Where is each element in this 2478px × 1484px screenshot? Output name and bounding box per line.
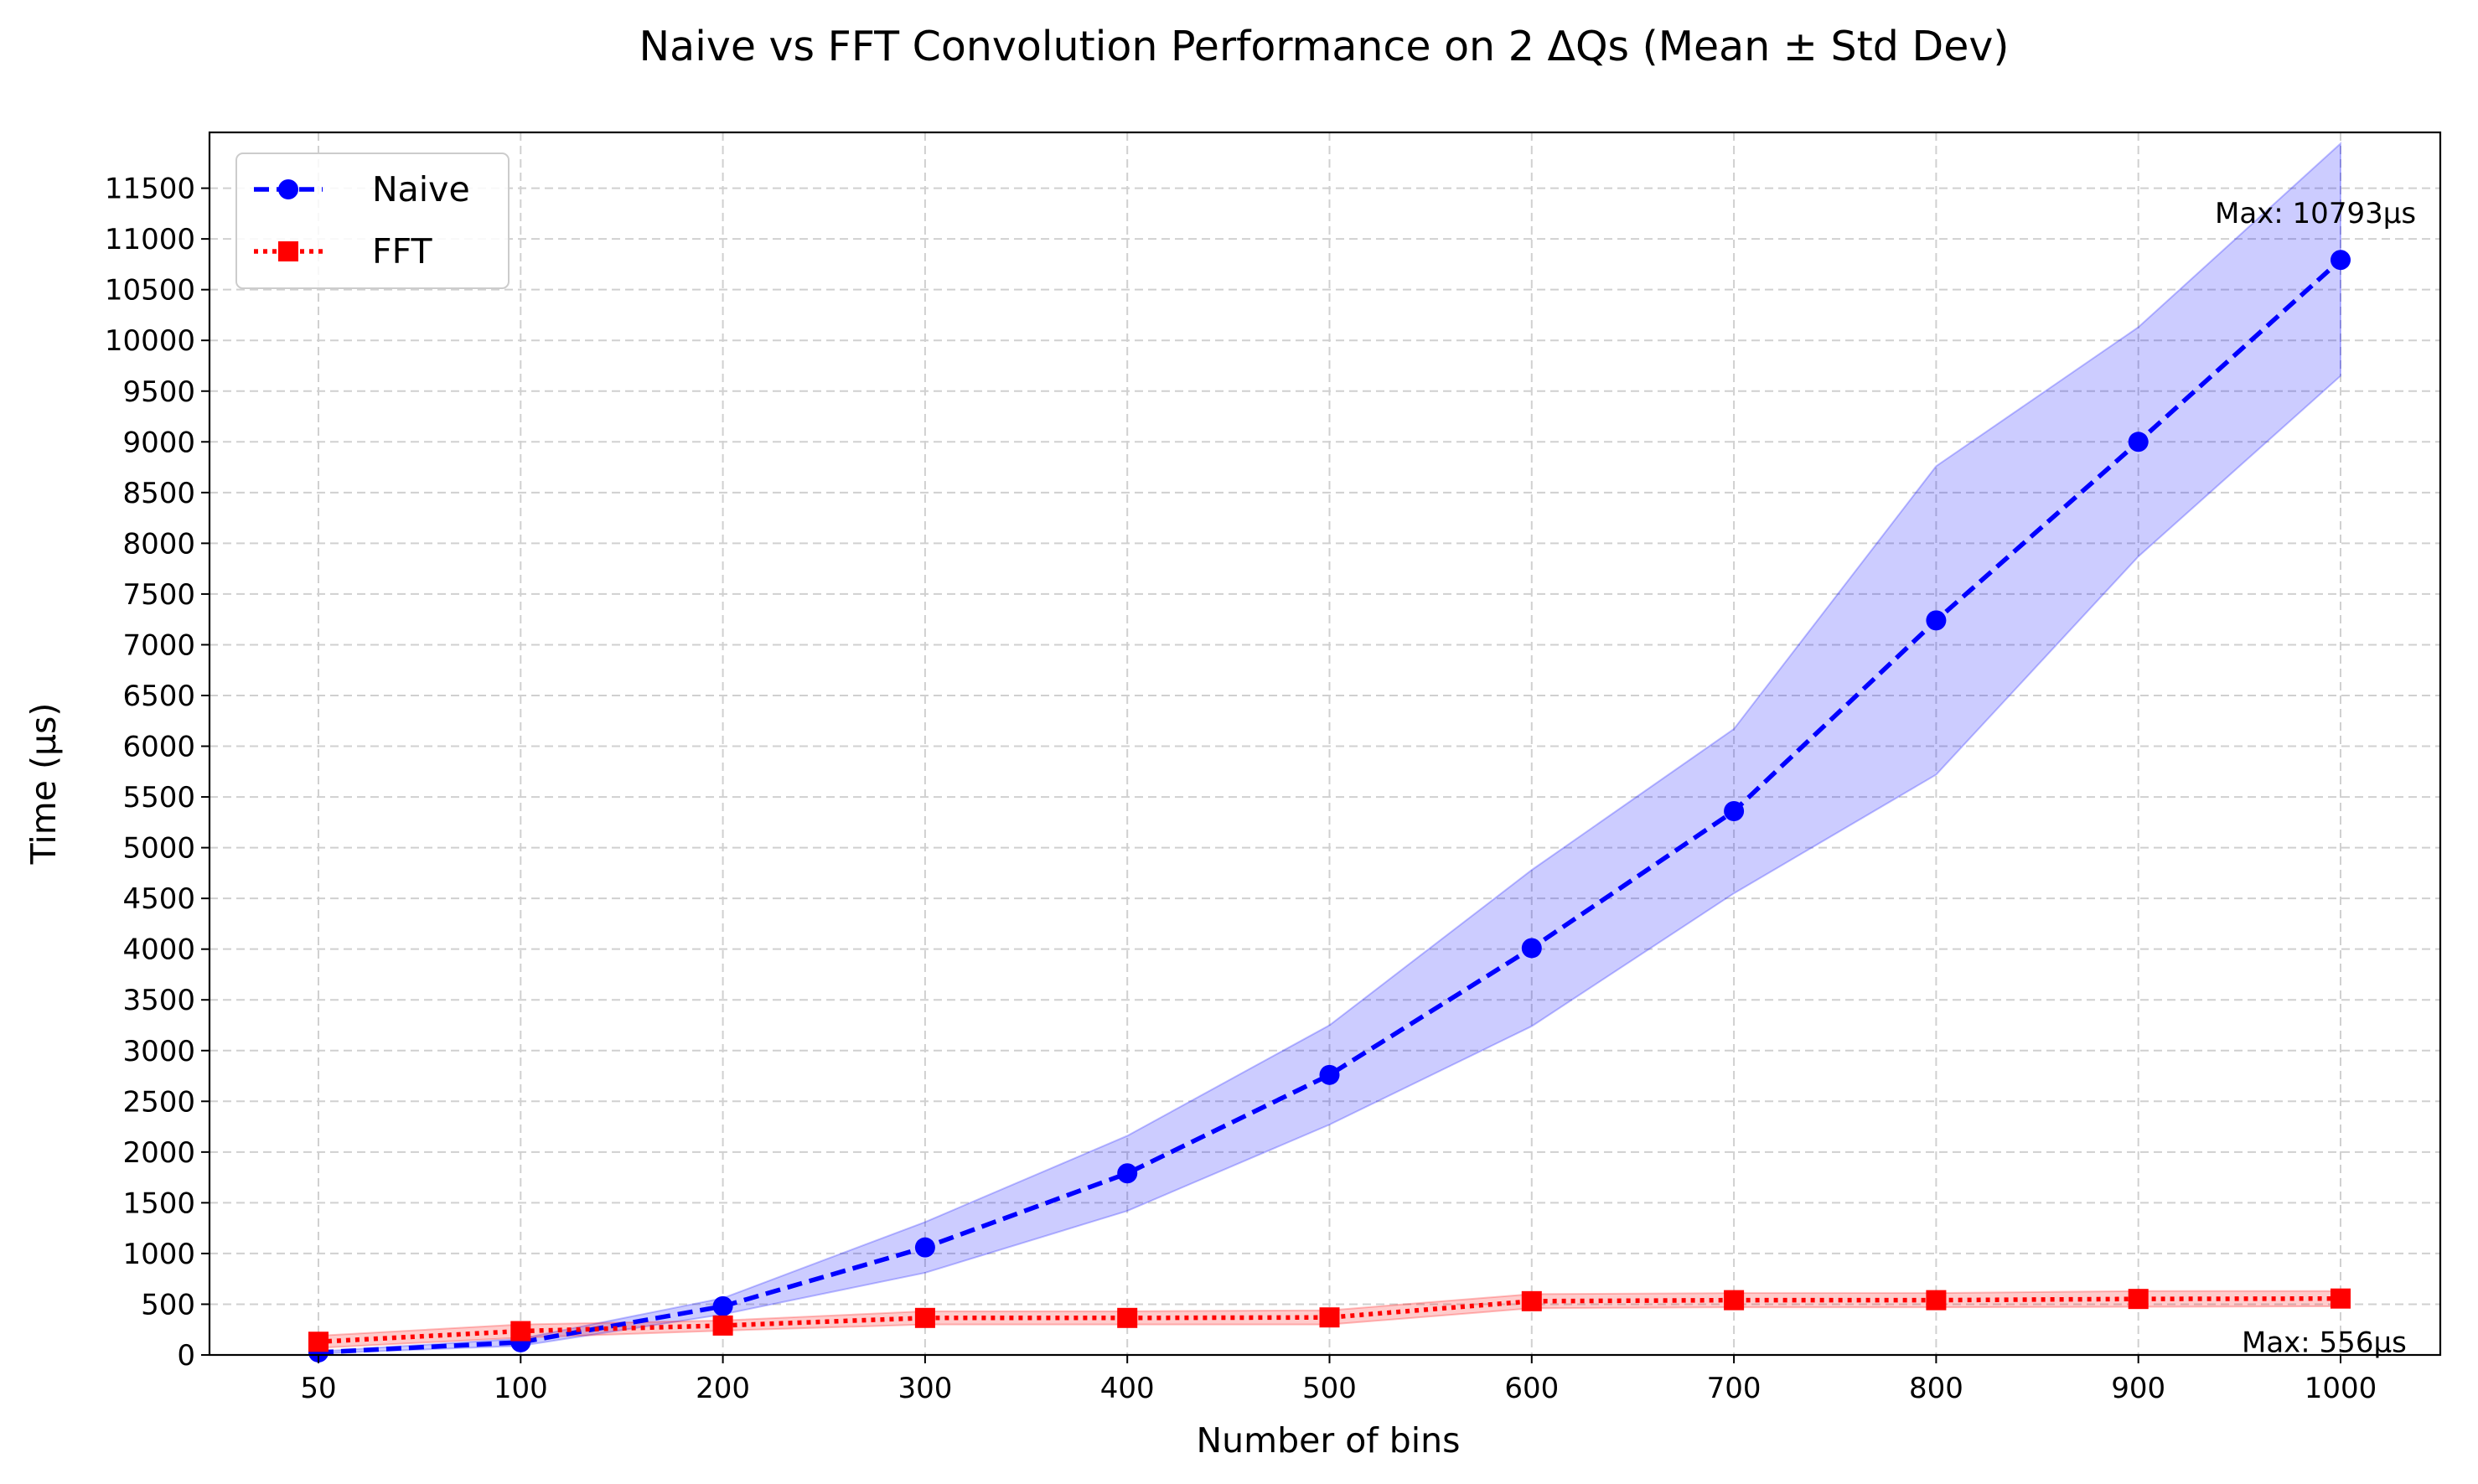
x-tick-label: 500: [1302, 1372, 1357, 1405]
series-markers: [308, 250, 2351, 1362]
y-tick-label: 6000: [122, 731, 195, 764]
y-tick-label: 10500: [105, 274, 195, 308]
x-tick-label: 1000: [2305, 1372, 2377, 1405]
legend-marker-naive: [278, 179, 298, 199]
fft-point: [712, 1315, 733, 1336]
naive-line: [318, 258, 2342, 1355]
x-tick-label: 800: [1909, 1372, 1963, 1405]
y-tick-label: 5000: [122, 832, 195, 866]
legend: Naive FFT: [235, 153, 510, 289]
fft-point: [1319, 1307, 1340, 1328]
fft-point: [1117, 1307, 1138, 1328]
y-tick-label: 7000: [122, 628, 195, 662]
naive-std-band: [318, 142, 2341, 1355]
y-tick-label: 500: [141, 1288, 195, 1321]
fft-max-annotation: Max: 556μs: [2242, 1326, 2407, 1360]
x-tick-label: 50: [300, 1372, 336, 1405]
naive-point: [2331, 250, 2351, 271]
fft-point: [1724, 1290, 1745, 1311]
y-tick-label: 1500: [122, 1187, 195, 1220]
gridlines: [210, 132, 2440, 1356]
y-tick-label: 9500: [122, 375, 195, 409]
fft-point: [2331, 1288, 2351, 1309]
y-tick-label: 4000: [122, 933, 195, 967]
y-tick-label: 0: [177, 1339, 195, 1373]
legend-label-fft: FFT: [372, 231, 432, 271]
x-axis-ticks: 50 100 200 300 400 500 600 700 800 900 1000: [300, 1355, 2377, 1405]
x-tick-label: 600: [1504, 1372, 1559, 1405]
naive-point: [1926, 610, 1947, 631]
annotations: Max: 10793μs Max: 556μs: [2215, 197, 2416, 1359]
y-tick-label: 2000: [122, 1136, 195, 1170]
naive-point: [1117, 1163, 1138, 1184]
y-tick-label: 5500: [122, 781, 195, 814]
y-tick-label: 3000: [122, 1035, 195, 1068]
series-lines: [318, 258, 2342, 1355]
y-tick-label: 8000: [122, 527, 195, 561]
legend-label-naive: Naive: [372, 169, 470, 209]
y-tick-label: 3500: [122, 984, 195, 1017]
naive-point: [2128, 432, 2149, 452]
naive-point: [1724, 801, 1745, 822]
fft-point: [1926, 1290, 1947, 1311]
fft-point: [1521, 1290, 1542, 1311]
naive-point: [1319, 1064, 1340, 1085]
legend-marker-fft: [278, 241, 298, 261]
plot-frame: [208, 131, 2442, 1357]
fft-point: [2128, 1289, 2149, 1310]
x-tick-label: 900: [2111, 1372, 2165, 1405]
fft-point: [510, 1321, 531, 1342]
chart-title: Naive vs FFT Convolution Performance on …: [639, 23, 2010, 70]
fft-point: [914, 1307, 935, 1328]
y-tick-label: 2500: [122, 1085, 195, 1119]
x-axis-label: Number of bins: [1196, 1420, 1460, 1461]
y-tick-label: 11000: [105, 223, 195, 256]
y-tick-label: 6500: [122, 680, 195, 713]
naive-point: [712, 1295, 733, 1316]
x-tick-label: 400: [1100, 1372, 1155, 1405]
y-tick-label: 11500: [105, 173, 195, 206]
x-tick-label: 100: [494, 1372, 548, 1405]
y-tick-label: 4500: [122, 882, 195, 916]
naive-point: [1521, 938, 1542, 959]
x-tick-label: 200: [696, 1372, 750, 1405]
y-axis-label: Time (μs): [23, 703, 64, 866]
y-tick-label: 8500: [122, 477, 195, 510]
y-axis-ticks: 0 500 1000 1500 2000 2500 3000 3500 4000 4500 5000…: [105, 173, 210, 1373]
fft-point: [308, 1331, 329, 1352]
y-tick-label: 9000: [122, 426, 195, 459]
x-tick-label: 700: [1707, 1372, 1762, 1405]
y-tick-label: 7500: [122, 578, 195, 612]
y-tick-label: 10000: [105, 324, 195, 358]
y-tick-label: 1000: [122, 1238, 195, 1271]
naive-max-annotation: Max: 10793μs: [2215, 197, 2416, 230]
naive-point: [914, 1237, 935, 1258]
x-tick-label: 300: [898, 1372, 952, 1405]
